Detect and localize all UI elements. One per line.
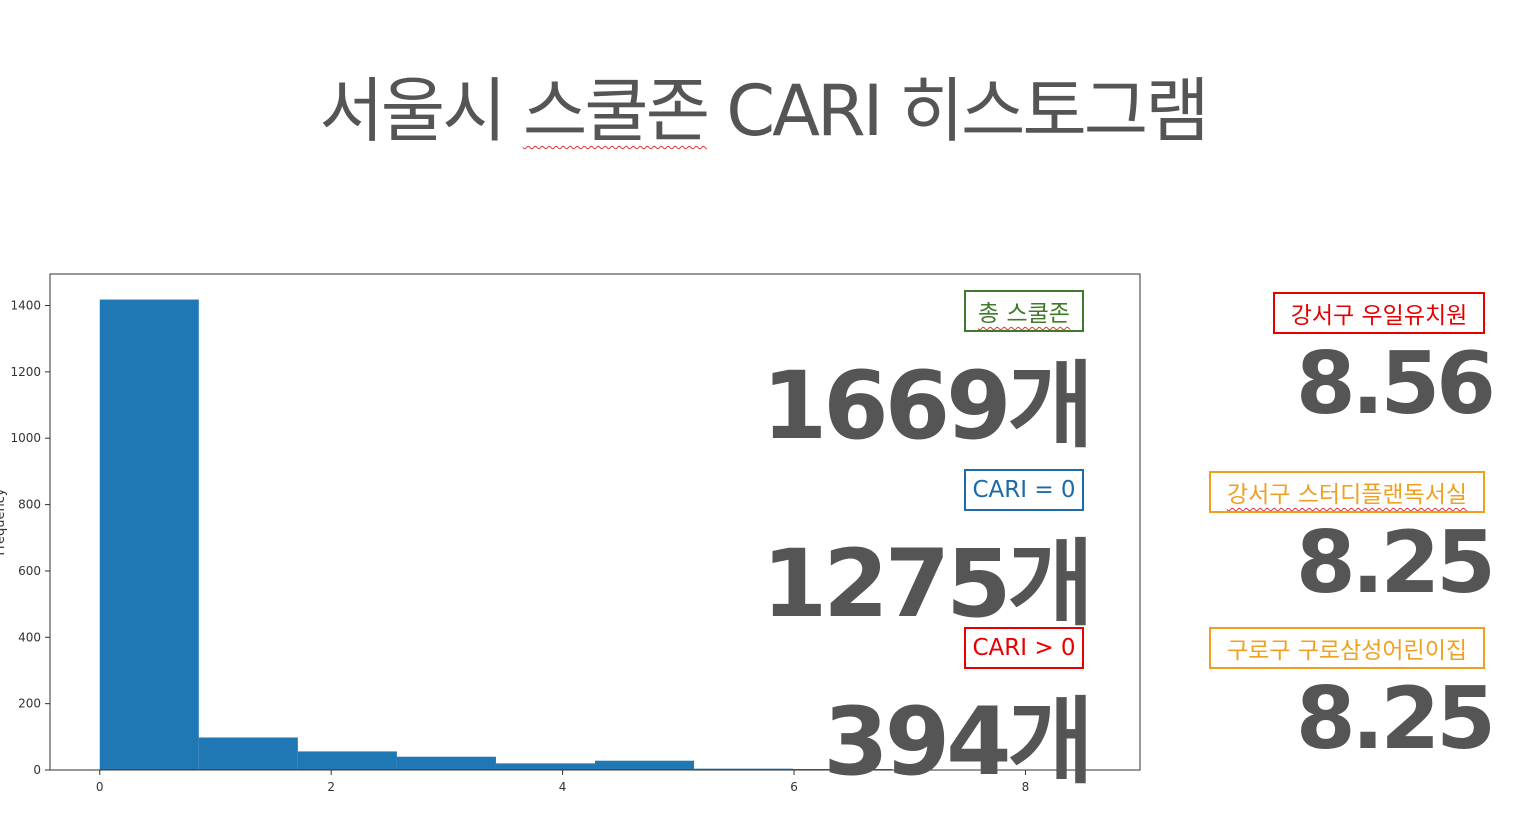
- y-tick-label: 1200: [10, 365, 41, 379]
- y-tick-label: 0: [33, 763, 41, 777]
- title-part-3: CARI 히스토그램: [707, 70, 1209, 152]
- x-tick-label: 2: [327, 780, 335, 794]
- y-tick-label: 1400: [10, 299, 41, 313]
- stat-zero-label: CARI = 0: [964, 469, 1084, 511]
- histogram-bar: [99, 299, 199, 770]
- stat-total-label: 총 스쿨존: [964, 290, 1084, 332]
- y-tick-label: 200: [18, 697, 41, 711]
- x-tick-label: 6: [790, 780, 798, 794]
- histogram-bar: [495, 763, 595, 770]
- title-part-1: 서울시: [319, 70, 523, 152]
- x-tick-label: 4: [559, 780, 567, 794]
- zone-1-label: 강서구 우일유치원: [1273, 292, 1485, 334]
- y-tick-label: 400: [18, 630, 41, 644]
- zone-1-value: 8.56: [1295, 334, 1496, 434]
- x-tick-label: 8: [1022, 780, 1030, 794]
- histogram-bar: [297, 751, 397, 770]
- zone-2-value: 8.25: [1295, 513, 1496, 613]
- x-axis: 0 2 4 6 8: [96, 770, 1029, 794]
- zone-3-label: 구로구 구로삼성어린이집: [1209, 627, 1485, 669]
- title-part-2: 스쿨존: [522, 70, 710, 152]
- plot-frame: [49, 273, 1141, 771]
- y-tick-label: 600: [18, 564, 41, 578]
- histogram-bar: [396, 756, 496, 770]
- y-tick-label: 800: [18, 498, 41, 512]
- x-tick-label: 0: [96, 780, 104, 794]
- histogram-bar: [198, 737, 298, 770]
- histogram-bar: [694, 768, 794, 770]
- stat-zero-value: 1275개: [761, 530, 1094, 639]
- stat-total-value: 1669개: [761, 352, 1094, 461]
- stat-positive-value: 394개: [823, 688, 1094, 797]
- y-axis-label: Frequency: [0, 488, 8, 555]
- histogram-bar: [595, 760, 695, 770]
- histogram-chart: 0 200 400 600 800 1000 1200 1400 0 2 4 6 8 Frequenc…: [0, 273, 1141, 794]
- y-axis: 0 200 400 600 800 1000 1200 1400: [10, 299, 50, 777]
- stat-positive-label: CARI > 0: [964, 627, 1084, 669]
- zone-2-label: 강서구 스터디플랜독서실: [1209, 471, 1485, 513]
- y-tick-label: 1000: [10, 431, 41, 445]
- zone-3-value: 8.25: [1295, 669, 1496, 769]
- histogram-bars: [99, 299, 1091, 770]
- page-title: 서울시 스쿨존 CARI 히스토그램: [0, 55, 1526, 156]
